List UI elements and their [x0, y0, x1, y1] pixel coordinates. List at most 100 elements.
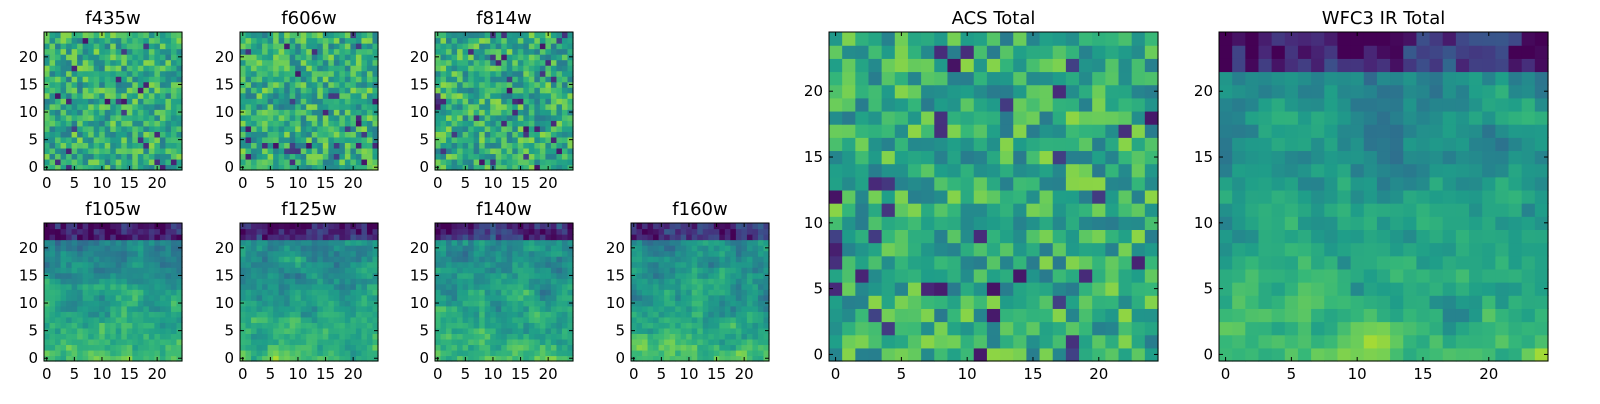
heatmap-cell [149, 49, 155, 55]
heatmap-cell [681, 317, 687, 323]
heatmap-cell [435, 93, 441, 99]
heatmap-cell [94, 328, 100, 334]
heatmap-cell [457, 229, 463, 235]
heatmap-cell [974, 256, 988, 270]
heatmap-cell [545, 289, 551, 295]
heatmap-cell [692, 284, 698, 290]
heatmap-cell [345, 256, 351, 262]
heatmap-cell [105, 262, 111, 268]
heatmap-cell [468, 38, 474, 44]
heatmap-cell [295, 256, 301, 262]
heatmap-cell [708, 234, 714, 240]
heatmap-cell [562, 82, 568, 88]
heatmap-cell [66, 339, 72, 345]
heatmap-cell [1026, 229, 1040, 243]
heatmap-cell [947, 177, 961, 191]
heatmap-cell [507, 82, 513, 88]
x-tick-label: 10 [483, 174, 502, 192]
heatmap-cell [345, 142, 351, 148]
heatmap-cell [295, 240, 301, 246]
heatmap-cell [446, 339, 452, 345]
heatmap-cell [435, 262, 441, 268]
heatmap-cell [262, 109, 268, 115]
heatmap-cell [149, 159, 155, 165]
heatmap-cell [312, 339, 318, 345]
heatmap-cell [512, 82, 518, 88]
heatmap-cell [446, 93, 452, 99]
heatmap-cell [474, 60, 480, 66]
heatmap-cell [171, 295, 177, 301]
heatmap-cell [165, 115, 171, 121]
heatmap-cell [273, 284, 279, 290]
heatmap-cell [160, 65, 166, 71]
heatmap-cell [551, 251, 557, 257]
heatmap-cell [99, 137, 105, 143]
heatmap-cell [345, 109, 351, 115]
heatmap-cell [1066, 190, 1080, 204]
heatmap-cell [132, 43, 138, 49]
heatmap-cell [268, 82, 274, 88]
heatmap-cell [842, 229, 856, 243]
heatmap-cell [279, 223, 285, 229]
heatmap-cell [934, 269, 948, 283]
heatmap-cell [273, 273, 279, 279]
heatmap-cell [507, 311, 513, 317]
heatmap-cell [279, 104, 285, 110]
heatmap-cell [987, 177, 1001, 191]
heatmap-cell [1079, 335, 1093, 349]
heatmap-cells [829, 32, 1159, 362]
heatmap-cell [77, 295, 83, 301]
heatmap-cell [730, 295, 736, 301]
heatmap-cell [154, 306, 160, 312]
heatmap-cell [257, 333, 263, 339]
heatmap-cell [490, 120, 496, 126]
heatmap-cell [312, 142, 318, 148]
heatmap-cell [323, 339, 329, 345]
heatmap-cell [441, 339, 447, 345]
heatmap-cell [457, 344, 463, 350]
heatmap-cell [1000, 177, 1014, 191]
heatmap-cell [485, 240, 491, 246]
heatmap-cell [328, 76, 334, 82]
heatmap-cell [479, 98, 485, 104]
heatmap-cell [246, 289, 252, 295]
heatmap-cell [686, 344, 692, 350]
heatmap-cell [551, 82, 557, 88]
heatmap-cell [747, 223, 753, 229]
heatmap-cell [947, 348, 961, 362]
heatmap-cell [121, 76, 127, 82]
heatmap-cell [714, 328, 720, 334]
heatmap-cell [165, 93, 171, 99]
panel-title: f105w [85, 199, 140, 220]
heatmap-cell [653, 344, 659, 350]
heatmap-cell [675, 223, 681, 229]
heatmap-cell [339, 284, 345, 290]
heatmap-cell [284, 115, 290, 121]
heatmap-cell [708, 295, 714, 301]
heatmap-cell [697, 344, 703, 350]
heatmap-cell [463, 115, 469, 121]
heatmap-cell [350, 234, 356, 240]
heatmap-cell [545, 60, 551, 66]
heatmap-cell [334, 328, 340, 334]
y-tick-label: 15 [410, 266, 429, 284]
heatmap-cell [1132, 229, 1146, 243]
heatmap-cell [105, 32, 111, 38]
heatmap-cell [441, 289, 447, 295]
heatmap-cell [1079, 177, 1093, 191]
heatmap-cell [468, 115, 474, 121]
heatmap-cell [251, 98, 257, 104]
heatmap-cell [1040, 282, 1054, 296]
heatmap-cell [165, 60, 171, 66]
heatmap-cell [468, 317, 474, 323]
heatmap-cell [132, 229, 138, 235]
heatmap-cell [961, 269, 975, 283]
heatmap-cell [262, 284, 268, 290]
heatmap-cell [273, 251, 279, 257]
heatmap-cell [345, 153, 351, 159]
heatmap-cell [490, 98, 496, 104]
heatmap-cell [262, 322, 268, 328]
heatmap-cell [653, 289, 659, 295]
heatmap-cell [66, 289, 72, 295]
heatmap-cell [496, 104, 502, 110]
